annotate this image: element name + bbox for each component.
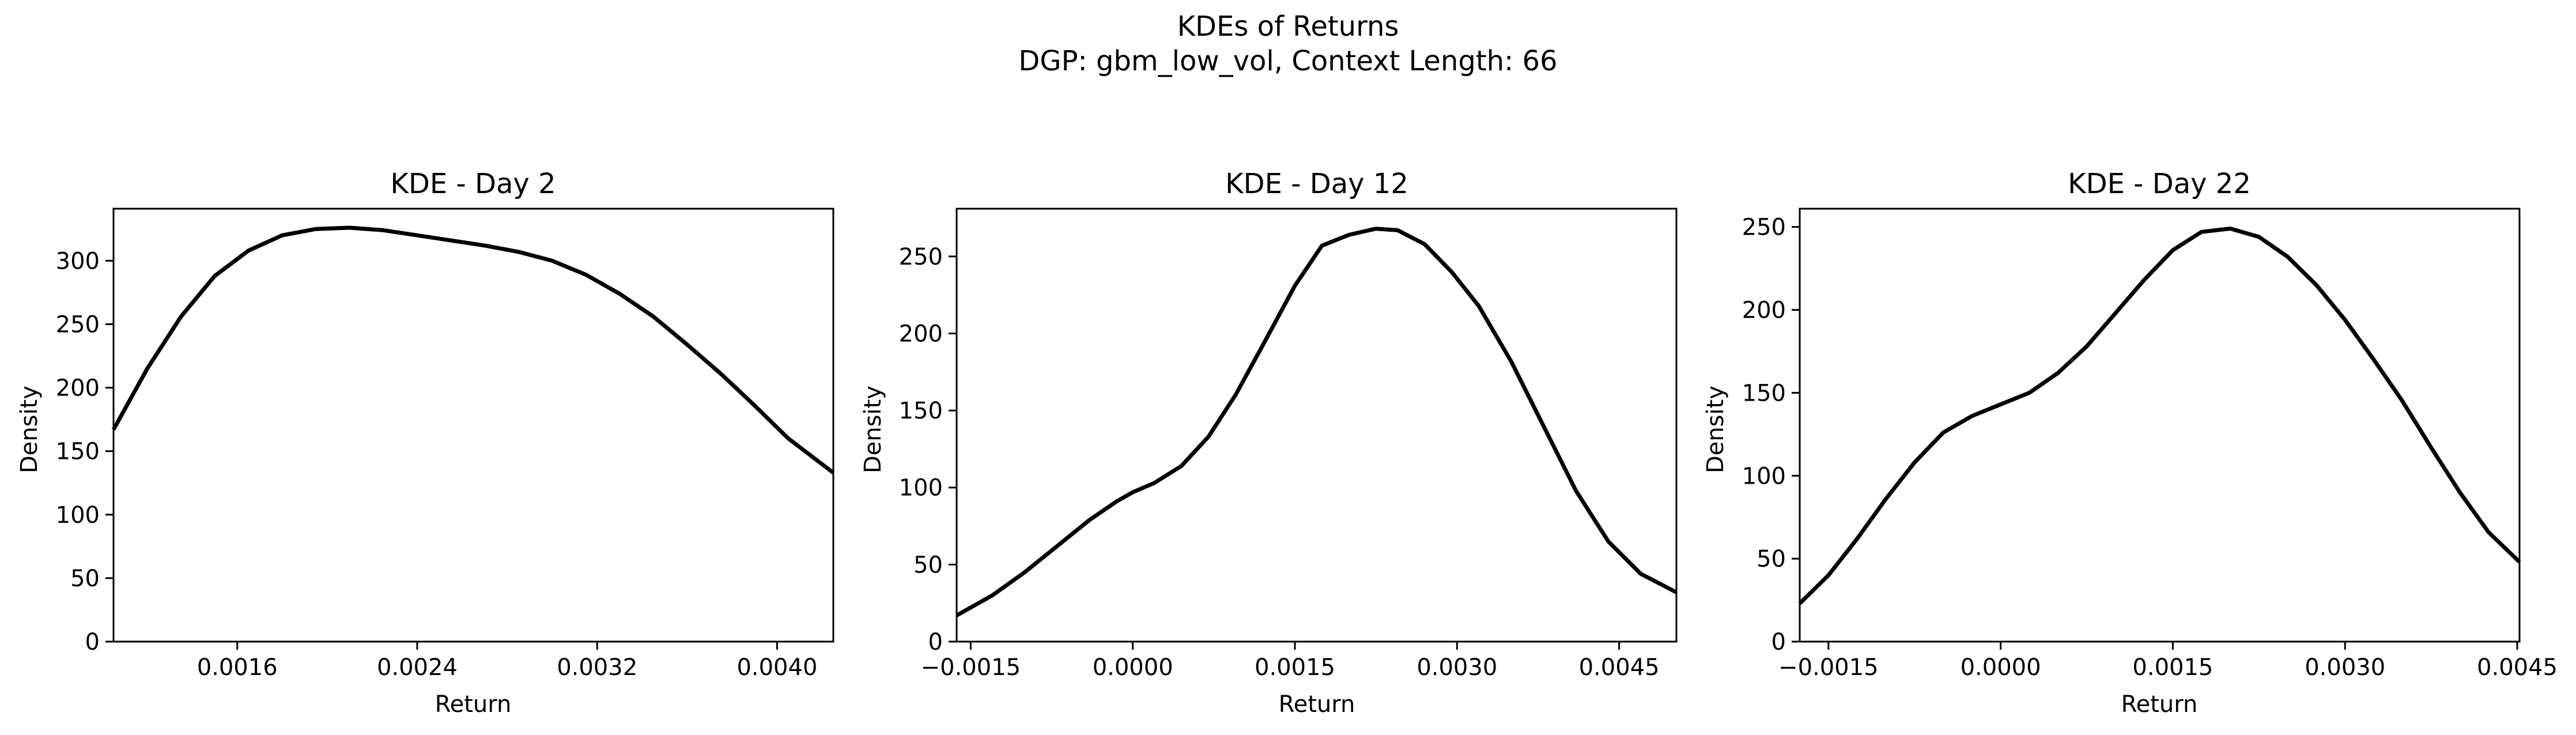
x-tick-label: 0.0030 [1417, 654, 1497, 681]
panel-title: KDE - Day 2 [390, 168, 556, 200]
y-tick-label: 150 [899, 398, 943, 424]
panel-title: KDE - Day 22 [2068, 168, 2251, 200]
y-tick-label: 50 [913, 552, 943, 578]
y-tick-label: 50 [1757, 546, 1786, 572]
plot-frame [112, 208, 834, 643]
plot-area: 0.0016 0.0024 0.0032 0.0040 0 50 100 150 200 250 3… [56, 208, 835, 681]
y-tick-label: 200 [899, 321, 943, 347]
x-axis-label: Return [2121, 691, 2198, 718]
x-tick-label: 0.0032 [557, 654, 637, 681]
x-tick-label: −0.0015 [1778, 654, 1878, 681]
y-tick-label: 0 [1772, 629, 1786, 655]
figure-subtitle: DGP: gbm_low_vol, Context Length: 66 [1018, 45, 1557, 77]
y-tick-label: 200 [1742, 297, 1786, 324]
y-tick-label: 150 [1742, 380, 1786, 406]
y-axis-label: Density [1702, 386, 1729, 473]
plot-frame [1799, 208, 2521, 643]
x-tick-label: 0.0024 [377, 654, 458, 681]
x-tick-label: 0.0045 [2477, 654, 2558, 681]
y-axis-label: Density [860, 386, 886, 473]
y-axis-label: Density [16, 386, 43, 473]
y-tick-label: 150 [56, 439, 100, 465]
kde-line [955, 227, 1678, 617]
y-tick-label: 250 [899, 244, 943, 270]
x-tick-label: 0.0030 [2305, 654, 2385, 681]
y-tick-label: 200 [56, 375, 100, 402]
y-tick-label: 0 [928, 629, 943, 655]
plot-area: −0.0015 0.0000 0.0015 0.0030 0.0045 0 50 100 150… [899, 208, 1678, 681]
y-tick-label: 100 [1742, 463, 1786, 489]
plot-area: −0.0015 0.0000 0.0015 0.0030 0.0045 0 50 100 150… [1742, 208, 2558, 681]
panel-day-2: KDE - Day 2 Return Density 0.0016 0.0024 0… [16, 168, 835, 718]
kde-line [1798, 227, 2521, 605]
figure-title: KDEs of Returns [1177, 10, 1399, 43]
x-tick-label: 0.0045 [1579, 654, 1660, 681]
kde-line [111, 225, 835, 474]
x-tick-label: 0.0040 [736, 654, 817, 681]
x-tick-label: 0.0000 [1093, 654, 1173, 681]
x-tick-label: 0.0000 [1961, 654, 2041, 681]
y-tick-label: 50 [70, 566, 100, 592]
y-tick-label: 250 [56, 311, 100, 338]
panel-day-12: KDE - Day 12 Return Density −0.0015 0.000… [860, 168, 1678, 718]
x-axis-label: Return [1279, 691, 1355, 718]
y-tick-label: 300 [56, 248, 100, 274]
y-tick-label: 0 [85, 629, 100, 655]
panel-day-22: KDE - Day 22 Return Density −0.0015 0.000… [1702, 168, 2558, 718]
x-tick-label: 0.0015 [1255, 654, 1335, 681]
y-tick-label: 100 [899, 475, 943, 502]
y-tick-label: 250 [1742, 214, 1786, 241]
x-tick-label: −0.0015 [921, 654, 1021, 681]
x-tick-label: 0.0015 [2132, 654, 2213, 681]
plot-frame [955, 208, 1678, 643]
y-tick-label: 100 [56, 502, 100, 529]
x-axis-label: Return [435, 691, 512, 718]
x-tick-label: 0.0016 [197, 654, 278, 681]
panel-title: KDE - Day 12 [1225, 168, 1408, 200]
